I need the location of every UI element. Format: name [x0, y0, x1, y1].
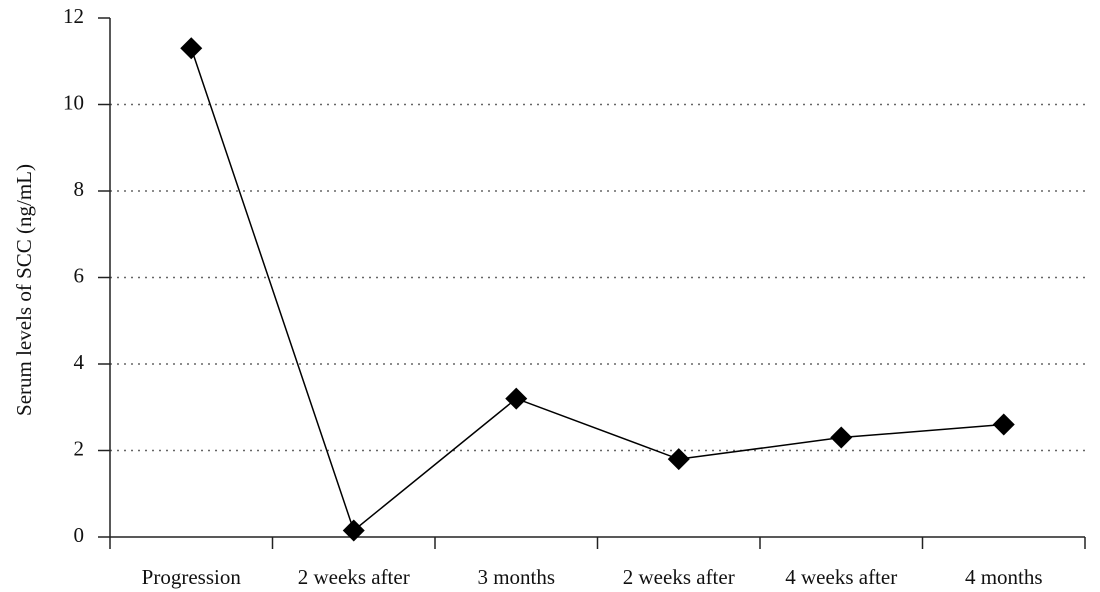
x-tick-label: 4 months [965, 565, 1043, 589]
y-tick-label: 12 [63, 4, 84, 28]
marker [505, 387, 528, 410]
x-tick-label: Progression [142, 565, 242, 589]
y-axis-label: Serum levels of SCC (ng/mL) [12, 164, 36, 416]
marker [667, 448, 690, 471]
x-tick-label: 3 months [477, 565, 555, 589]
x-tick-label: 2 weeks after [623, 565, 735, 589]
marker [830, 426, 853, 449]
y-tick-label: 4 [74, 350, 85, 374]
x-tick-label: 2 weeks after [298, 565, 410, 589]
y-tick-label: 8 [74, 177, 85, 201]
marker [992, 413, 1015, 436]
marker [342, 519, 365, 542]
line [190, 48, 1004, 532]
y-tick-label: 2 [74, 436, 85, 460]
y-tick-label: 10 [63, 90, 84, 114]
marker [180, 37, 203, 60]
y-tick-label: 6 [74, 263, 85, 287]
x-tick-label: 4 weeks after [785, 565, 897, 589]
y-tick-label: 0 [74, 523, 85, 547]
